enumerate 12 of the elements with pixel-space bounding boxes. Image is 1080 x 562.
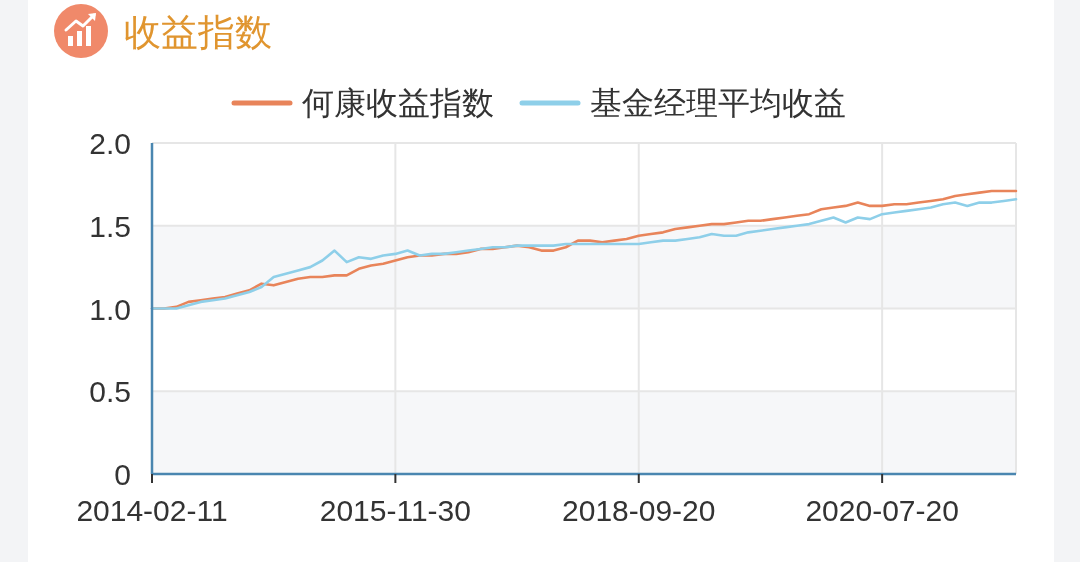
x-tick-label: 2018-09-20 [562,493,716,527]
y-tick-label: 0.5 [89,374,131,408]
legend-label: 何康收益指数 [302,85,494,121]
y-tick-label: 2.0 [89,126,131,160]
x-tick-label: 2020-07-20 [805,493,959,527]
legend-label: 基金经理平均收益 [590,85,846,121]
y-tick-label: 1.0 [89,292,131,325]
y-tick-label: 1.5 [89,209,131,243]
y-tick-label: 0 [114,457,131,491]
chart-title: 收益指数 [124,11,272,53]
x-tick-label: 2015-11-30 [319,493,471,527]
x-tick-label: 2014-02-11 [76,493,228,527]
